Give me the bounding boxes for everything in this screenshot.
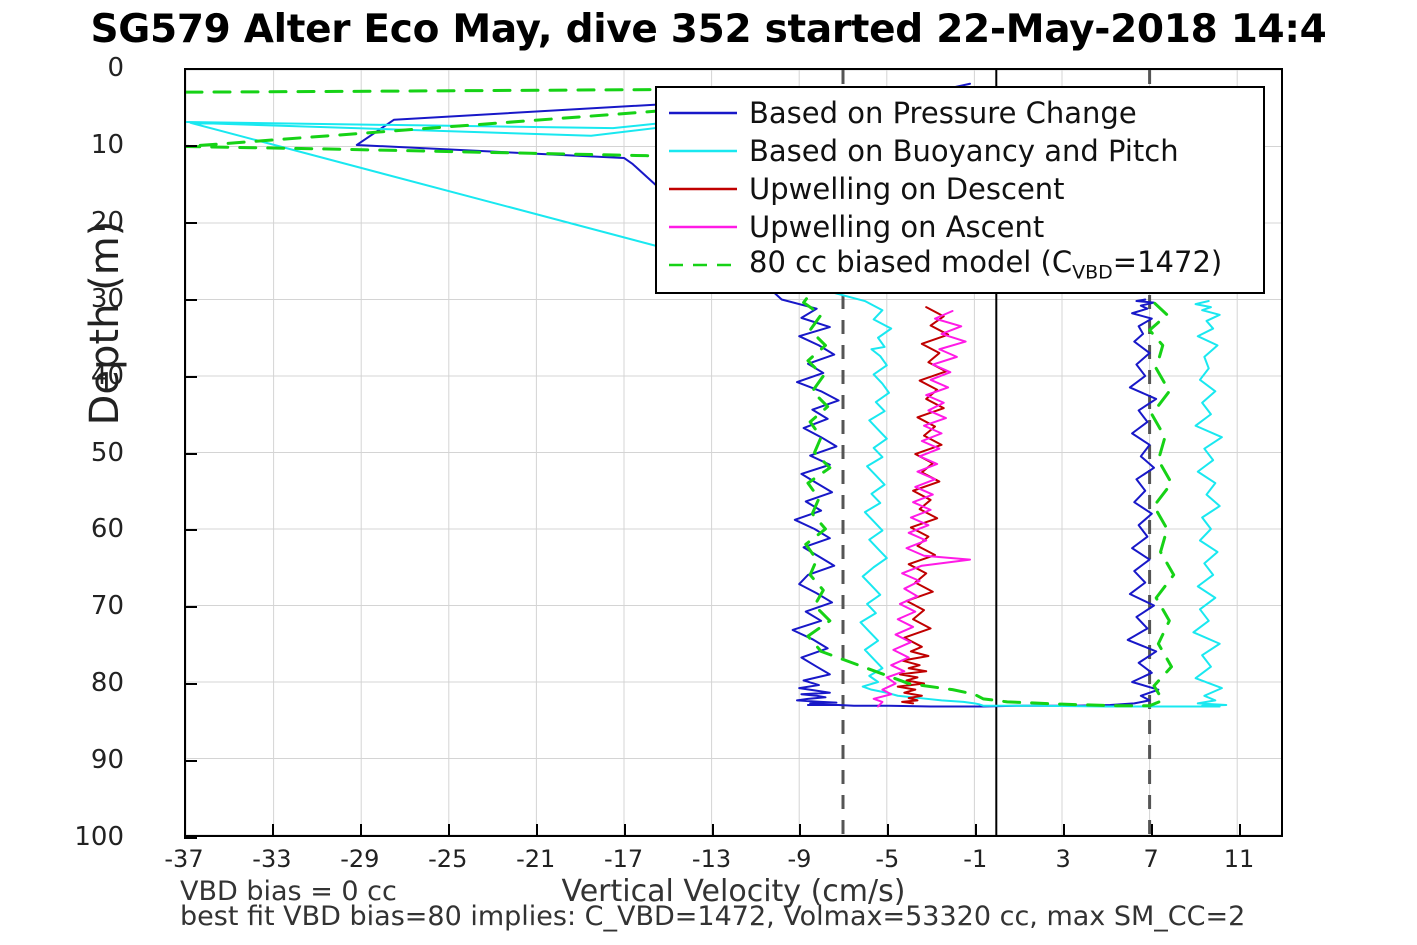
- y-tick-label: 70: [90, 591, 124, 622]
- series-line-3: [874, 311, 970, 707]
- x-tick-mark: [623, 824, 626, 837]
- line-swatch-icon: [667, 141, 739, 161]
- x-tick-label: 3: [1055, 845, 1071, 873]
- x-tick-label: -25: [428, 845, 468, 873]
- y-tick-mark: [184, 375, 197, 378]
- y-tick-label: 0: [107, 53, 124, 83]
- legend-item-1[interactable]: Based on Buoyancy and Pitch: [667, 132, 1253, 170]
- y-tick-label: 80: [90, 668, 124, 699]
- legend-item-label: Upwelling on Descent: [749, 171, 1065, 206]
- x-tick-label: 11: [1223, 845, 1255, 873]
- legend-label-tail: =1472): [1112, 244, 1223, 279]
- vbd-bias-annotation: VBD bias = 0 cc: [180, 876, 397, 907]
- legend: Based on Pressure Change Based on Buoyanc…: [655, 86, 1265, 294]
- y-tick-mark: [184, 452, 197, 455]
- series-line-4: [186, 88, 1174, 706]
- y-tick-mark: [184, 760, 197, 763]
- y-tick-mark: [184, 837, 197, 839]
- legend-item-label: Based on Buoyancy and Pitch: [749, 133, 1179, 168]
- x-tick-label: -21: [516, 845, 556, 873]
- x-tick-mark: [184, 824, 186, 837]
- line-swatch-icon: [667, 217, 739, 237]
- legend-item-label: 80 cc biased model (CVBD=1472): [739, 244, 1223, 284]
- best-fit-annotation: best fit VBD bias=80 implies: C_VBD=1472…: [180, 901, 1246, 932]
- page-title: SG579 Alter Eco May, dive 352 started 22…: [90, 6, 1327, 52]
- x-axis-title: Vertical Velocity (cm/s): [561, 874, 906, 909]
- x-tick-mark: [711, 824, 714, 837]
- series-layer: [186, 70, 1281, 835]
- y-tick-label: 30: [90, 283, 124, 314]
- x-tick-label: -29: [340, 845, 380, 873]
- x-tick-label: -13: [691, 845, 732, 873]
- y-tick-label: 20: [90, 206, 124, 237]
- x-tick-mark: [887, 824, 890, 837]
- x-tick-mark: [799, 824, 802, 837]
- x-tick-mark: [535, 824, 538, 837]
- x-tick-mark: [1151, 824, 1154, 837]
- x-tick-mark: [359, 824, 362, 837]
- x-tick-mark: [975, 824, 978, 837]
- x-tick-mark: [1063, 824, 1066, 837]
- y-tick-mark: [184, 68, 197, 70]
- x-tick-label: 7: [1143, 845, 1159, 873]
- y-tick-mark: [184, 683, 197, 686]
- y-tick-mark: [184, 221, 197, 224]
- dashed-line-swatch-icon: [667, 255, 739, 275]
- x-tick-label: -17: [603, 845, 644, 873]
- y-tick-label: 10: [90, 129, 124, 160]
- series-line-1: [186, 91, 1226, 706]
- x-tick-label: -33: [252, 845, 292, 873]
- y-tick-label: 60: [90, 514, 124, 545]
- legend-item-4[interactable]: 80 cc biased model (CVBD=1472): [667, 246, 1253, 284]
- x-tick-label: -9: [787, 845, 812, 873]
- y-tick-label: 100: [74, 822, 124, 852]
- x-tick-mark: [447, 824, 450, 837]
- series-svg: [186, 70, 1281, 835]
- legend-item-label: Upwelling on Ascent: [749, 209, 1045, 244]
- y-tick-label: 90: [90, 745, 124, 776]
- x-tick-label: -1: [963, 845, 988, 873]
- y-tick-mark: [184, 144, 197, 147]
- x-tick-label: -37: [164, 845, 204, 873]
- y-tick-label: 40: [90, 360, 124, 391]
- x-tick-label: -5: [875, 845, 900, 873]
- legend-label-subscript: VBD: [1072, 261, 1113, 284]
- x-tick-mark: [271, 824, 274, 837]
- series-line-0: [357, 84, 1159, 707]
- y-tick-mark: [184, 529, 197, 532]
- y-tick-label: 50: [90, 437, 124, 468]
- y-tick-mark: [184, 606, 197, 609]
- line-swatch-icon: [667, 103, 739, 123]
- line-swatch-icon: [667, 179, 739, 199]
- legend-item-2[interactable]: Upwelling on Descent: [667, 170, 1253, 208]
- legend-item-label: Based on Pressure Change: [749, 95, 1137, 130]
- y-tick-mark: [184, 298, 197, 301]
- legend-item-0[interactable]: Based on Pressure Change: [667, 94, 1253, 132]
- legend-label-main: 80 cc biased model (C: [749, 244, 1073, 279]
- x-tick-mark: [1239, 824, 1242, 837]
- legend-item-3[interactable]: Upwelling on Ascent: [667, 208, 1253, 246]
